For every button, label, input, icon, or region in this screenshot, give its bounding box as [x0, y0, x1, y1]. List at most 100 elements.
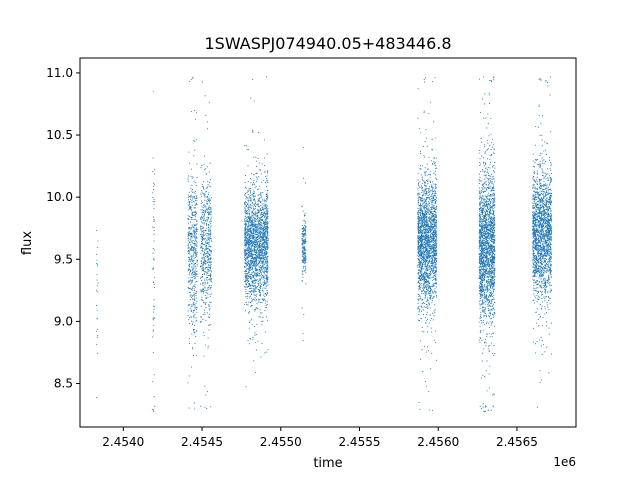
- data-point: [249, 243, 251, 245]
- data-point: [252, 260, 254, 262]
- data-point: [426, 281, 428, 283]
- data-point: [250, 215, 252, 217]
- data-point: [96, 259, 98, 261]
- data-point: [426, 237, 428, 239]
- data-point: [263, 258, 265, 260]
- data-point: [262, 235, 264, 237]
- data-point: [202, 204, 205, 206]
- data-point: [207, 230, 210, 232]
- data-point: [152, 311, 154, 313]
- data-point: [208, 245, 210, 247]
- data-point: [196, 291, 198, 293]
- data-point: [250, 285, 252, 287]
- data-point: [254, 251, 256, 253]
- data-point: [192, 214, 194, 216]
- data-point: [429, 307, 431, 309]
- data-point: [423, 268, 425, 270]
- data-point: [202, 285, 204, 287]
- data-point: [256, 263, 258, 265]
- data-point: [248, 292, 250, 294]
- data-point: [153, 201, 155, 203]
- data-point: [202, 258, 204, 260]
- data-point: [202, 186, 204, 188]
- data-point: [205, 173, 207, 175]
- data-point: [200, 305, 202, 307]
- data-point: [424, 295, 426, 297]
- data-point: [188, 342, 191, 344]
- data-point: [193, 402, 195, 404]
- data-point: [254, 239, 256, 242]
- data-point: [266, 242, 269, 244]
- data-point: [267, 244, 269, 246]
- data-point: [259, 222, 261, 224]
- data-point: [267, 180, 269, 182]
- data-point: [254, 294, 256, 297]
- data-point: [250, 262, 252, 264]
- data-point: [203, 209, 205, 212]
- data-point: [258, 188, 260, 190]
- data-point: [266, 229, 268, 231]
- data-point: [422, 215, 424, 217]
- data-point: [255, 223, 257, 225]
- data-point: [190, 269, 192, 271]
- data-point: [244, 250, 246, 252]
- data-point: [262, 198, 264, 200]
- data-point: [435, 250, 437, 252]
- data-point: [427, 234, 430, 236]
- data-point: [434, 228, 436, 230]
- data-point: [427, 228, 429, 230]
- data-point: [247, 248, 249, 250]
- data-point: [261, 239, 263, 241]
- data-point: [263, 275, 265, 277]
- data-point: [194, 216, 197, 218]
- data-point: [208, 248, 211, 251]
- data-point: [249, 199, 251, 201]
- data-point: [304, 226, 306, 228]
- data-point: [192, 176, 194, 178]
- data-point: [259, 258, 261, 260]
- data-point: [260, 209, 262, 211]
- data-point: [435, 235, 437, 237]
- data-point: [429, 173, 431, 176]
- data-point: [251, 194, 253, 196]
- data-point: [259, 257, 261, 259]
- data-point: [417, 223, 419, 225]
- data-point: [252, 288, 254, 290]
- data-point: [431, 245, 433, 247]
- data-point: [255, 298, 257, 301]
- data-point: [250, 227, 252, 229]
- data-point: [152, 226, 154, 228]
- data-point: [435, 205, 437, 207]
- data-point: [426, 145, 428, 147]
- data-point: [254, 236, 256, 238]
- data-point: [244, 285, 246, 288]
- data-point: [207, 212, 209, 214]
- data-point: [206, 210, 208, 212]
- data-point: [210, 216, 212, 218]
- data-point: [259, 206, 261, 208]
- data-point: [432, 319, 434, 321]
- data-point: [204, 267, 207, 269]
- data-point: [430, 184, 432, 186]
- data-point: [433, 278, 435, 280]
- data-point: [195, 223, 197, 226]
- data-point: [250, 206, 252, 208]
- data-point: [190, 194, 192, 196]
- data-point: [246, 228, 248, 230]
- data-point: [244, 210, 246, 212]
- data-point: [246, 254, 248, 256]
- data-point: [195, 207, 197, 209]
- data-point: [256, 273, 258, 275]
- data-point: [96, 318, 98, 320]
- data-point: [257, 205, 260, 208]
- data-point: [152, 317, 154, 319]
- data-point: [207, 264, 210, 266]
- data-point: [436, 268, 438, 270]
- data-point: [190, 294, 192, 296]
- data-point: [201, 190, 203, 192]
- data-point: [266, 290, 268, 292]
- data-point: [305, 249, 307, 251]
- data-point: [435, 197, 437, 199]
- data-point: [254, 332, 256, 334]
- data-point: [204, 194, 206, 196]
